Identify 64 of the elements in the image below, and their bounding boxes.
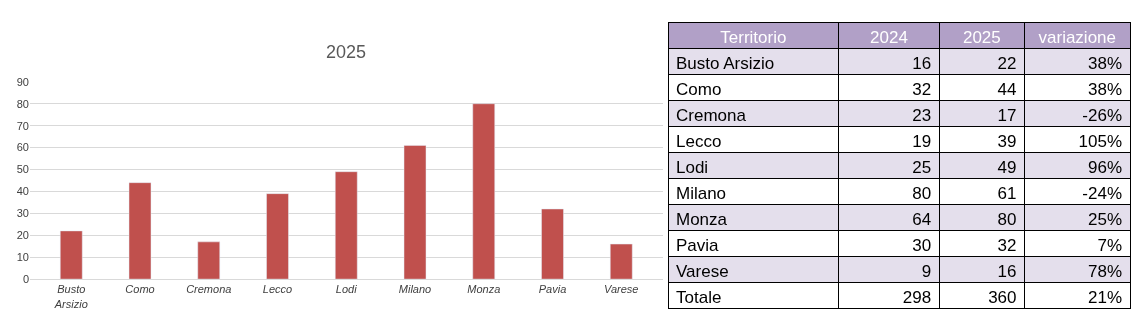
data-label: 22: [997, 53, 1017, 73]
data-label: 105%: [1078, 131, 1122, 151]
data-label: 38%: [1087, 79, 1122, 99]
x-tick-label: Milano: [398, 283, 432, 296]
data-label: 21%: [1087, 287, 1122, 307]
x-tick-label: Pavia: [538, 283, 567, 296]
data-label: 78%: [1087, 261, 1122, 281]
y-tick-label: 70: [16, 119, 29, 132]
data-label: 25: [912, 157, 932, 177]
data-label: 23: [912, 105, 932, 125]
series-label: variazione: [1038, 27, 1117, 47]
text: Territorio: [720, 27, 787, 47]
category-label: Busto Arsizio: [676, 53, 775, 73]
data-label: 80: [912, 183, 932, 203]
data-label: 360: [988, 287, 1017, 307]
category-label: Como: [676, 79, 722, 99]
y-tick-label: 0: [22, 272, 29, 285]
data-label: 7%: [1097, 235, 1122, 255]
y-tick-label: 50: [16, 163, 29, 176]
y-tick-label: 60: [16, 141, 29, 154]
y-tick-label: 40: [16, 185, 29, 198]
data-label: 16: [997, 261, 1017, 281]
data-label: 17: [997, 105, 1017, 125]
x-tick-label: Busto Arsizio: [53, 283, 88, 310]
data-label: -24%: [1082, 183, 1122, 203]
y-tick-label: 90: [16, 75, 29, 88]
data-label: 16: [912, 53, 932, 73]
x-tick-label: Lecco: [262, 283, 293, 296]
series-label: 2024: [870, 27, 908, 47]
data-label: 298: [902, 287, 932, 307]
category-label: Varese: [676, 261, 729, 281]
data-label: 25%: [1087, 209, 1122, 229]
data-label: 49: [997, 157, 1017, 177]
category-label: Lodi: [676, 157, 709, 177]
y-tick-label: 80: [16, 97, 29, 110]
y-tick-label: 20: [16, 229, 29, 242]
category-label: Lecco: [676, 131, 722, 151]
data-label: 64: [912, 209, 932, 229]
data-label: 32: [997, 235, 1017, 255]
data-label: 30: [912, 235, 932, 255]
data-label: 61: [997, 183, 1017, 203]
data-label: 19: [912, 131, 932, 151]
x-tick-label: Lodi: [335, 283, 358, 296]
data-label: 96%: [1087, 157, 1122, 177]
x-tick-label: Monza: [467, 283, 501, 296]
data-label: 80: [997, 209, 1017, 229]
data-label: -26%: [1082, 105, 1122, 125]
category-label: Cremona: [676, 105, 747, 125]
data-label: 44: [997, 79, 1017, 99]
data-label: 39: [997, 131, 1017, 151]
y-tick-label: 10: [16, 251, 29, 264]
x-tick-label: Varese: [604, 283, 639, 296]
x-tick-label: Como: [125, 283, 155, 296]
category-label: Pavia: [676, 235, 720, 255]
y-tick-label: 30: [16, 207, 29, 220]
data-label: 38%: [1087, 53, 1122, 73]
category-label: Totale: [676, 287, 722, 307]
data-label: 9: [921, 261, 932, 281]
category-label: Milano: [676, 183, 727, 203]
data-label: 32: [912, 79, 932, 99]
series-label: 2025: [962, 27, 1001, 47]
category-label: Monza: [676, 209, 728, 229]
chart-title: 2025: [326, 42, 367, 62]
x-tick-label: Cremona: [186, 283, 232, 296]
